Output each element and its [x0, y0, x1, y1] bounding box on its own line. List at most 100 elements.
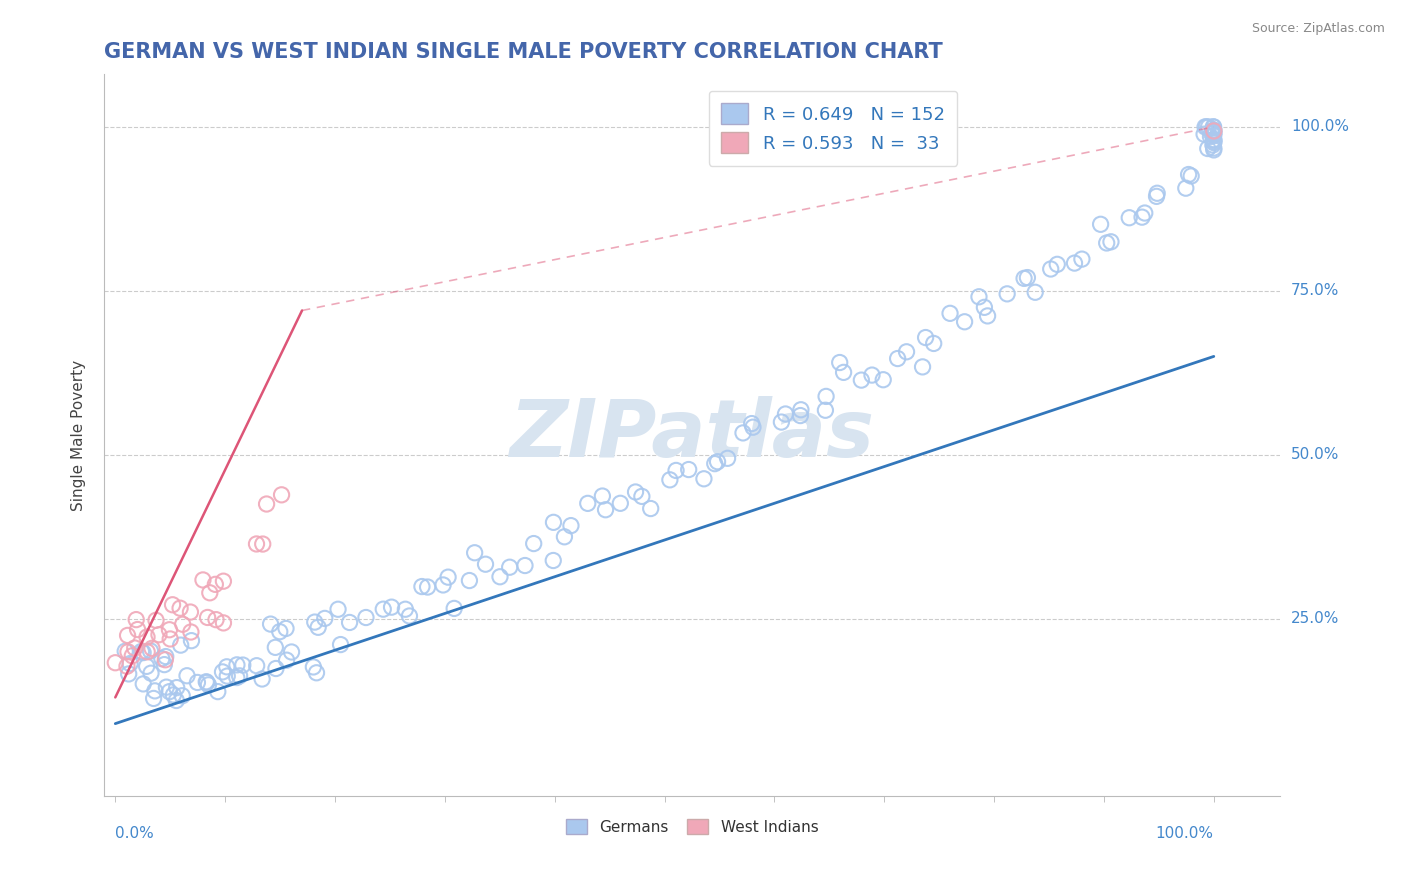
Point — [624, 485, 647, 500]
Point — [1070, 252, 1092, 267]
Point — [896, 344, 918, 359]
Point — [132, 646, 155, 660]
Text: 75.0%: 75.0% — [1291, 284, 1339, 298]
Point — [162, 598, 184, 612]
Point — [976, 309, 998, 323]
Point — [437, 570, 460, 584]
Point — [576, 496, 599, 510]
Point — [217, 669, 239, 683]
Point — [678, 462, 700, 476]
Point — [143, 683, 166, 698]
Point — [354, 610, 377, 624]
Point — [1202, 141, 1225, 155]
Point — [153, 657, 176, 672]
Text: ZIPatlas: ZIPatlas — [509, 396, 875, 474]
Point — [212, 615, 235, 630]
Point — [264, 640, 287, 655]
Point — [259, 617, 281, 632]
Point — [155, 653, 177, 667]
Point — [215, 660, 238, 674]
Point — [872, 373, 894, 387]
Point — [1202, 120, 1225, 134]
Point — [104, 656, 127, 670]
Point — [790, 402, 813, 417]
Point — [789, 409, 811, 423]
Point — [155, 680, 177, 694]
Point — [665, 463, 688, 477]
Point — [1198, 120, 1220, 134]
Point — [131, 644, 153, 658]
Point — [464, 546, 486, 560]
Point — [832, 365, 855, 379]
Point — [118, 667, 141, 681]
Point — [394, 602, 416, 616]
Point — [1202, 123, 1225, 137]
Point — [197, 610, 219, 624]
Point — [226, 657, 249, 672]
Point — [1202, 128, 1225, 143]
Point — [204, 577, 226, 591]
Point — [150, 651, 173, 665]
Point — [180, 625, 202, 640]
Point — [1197, 141, 1219, 155]
Text: 25.0%: 25.0% — [1291, 611, 1339, 626]
Point — [1174, 181, 1197, 195]
Point — [489, 570, 512, 584]
Point — [139, 644, 162, 658]
Point — [474, 558, 496, 572]
Point — [886, 351, 908, 366]
Point — [307, 620, 329, 634]
Point — [1195, 120, 1218, 134]
Text: 100.0%: 100.0% — [1291, 120, 1348, 135]
Point — [162, 688, 184, 702]
Point — [631, 489, 654, 503]
Point — [1095, 235, 1118, 250]
Point — [523, 536, 546, 550]
Point — [186, 675, 208, 690]
Point — [1199, 129, 1222, 144]
Text: 100.0%: 100.0% — [1156, 826, 1213, 841]
Point — [326, 602, 349, 616]
Point — [658, 473, 681, 487]
Point — [165, 693, 187, 707]
Point — [180, 633, 202, 648]
Point — [245, 537, 267, 551]
Point — [458, 574, 481, 588]
Point — [314, 611, 336, 625]
Point — [1180, 169, 1202, 183]
Point — [124, 640, 146, 655]
Point — [211, 665, 233, 679]
Point — [305, 665, 328, 680]
Point — [1202, 123, 1225, 137]
Point — [1202, 135, 1225, 149]
Point — [179, 605, 201, 619]
Point — [135, 659, 157, 673]
Point — [443, 601, 465, 615]
Point — [851, 373, 873, 387]
Point — [270, 488, 292, 502]
Point — [1017, 270, 1039, 285]
Point — [172, 689, 194, 703]
Point — [329, 638, 352, 652]
Point — [159, 684, 181, 698]
Point — [1024, 285, 1046, 300]
Point — [1194, 120, 1216, 134]
Point — [115, 659, 138, 673]
Point — [595, 502, 617, 516]
Point — [195, 674, 218, 689]
Y-axis label: Single Male Poverty: Single Male Poverty — [72, 359, 86, 510]
Point — [398, 609, 420, 624]
Point — [159, 632, 181, 646]
Point — [973, 301, 995, 315]
Point — [225, 671, 247, 685]
Point — [276, 653, 298, 667]
Point — [264, 661, 287, 675]
Point — [815, 389, 838, 403]
Point — [136, 645, 159, 659]
Point — [141, 641, 163, 656]
Point — [860, 368, 883, 383]
Point — [553, 530, 575, 544]
Point — [280, 645, 302, 659]
Point — [1118, 211, 1140, 225]
Text: GERMAN VS WEST INDIAN SINGLE MALE POVERTY CORRELATION CHART: GERMAN VS WEST INDIAN SINGLE MALE POVERT… — [104, 42, 943, 62]
